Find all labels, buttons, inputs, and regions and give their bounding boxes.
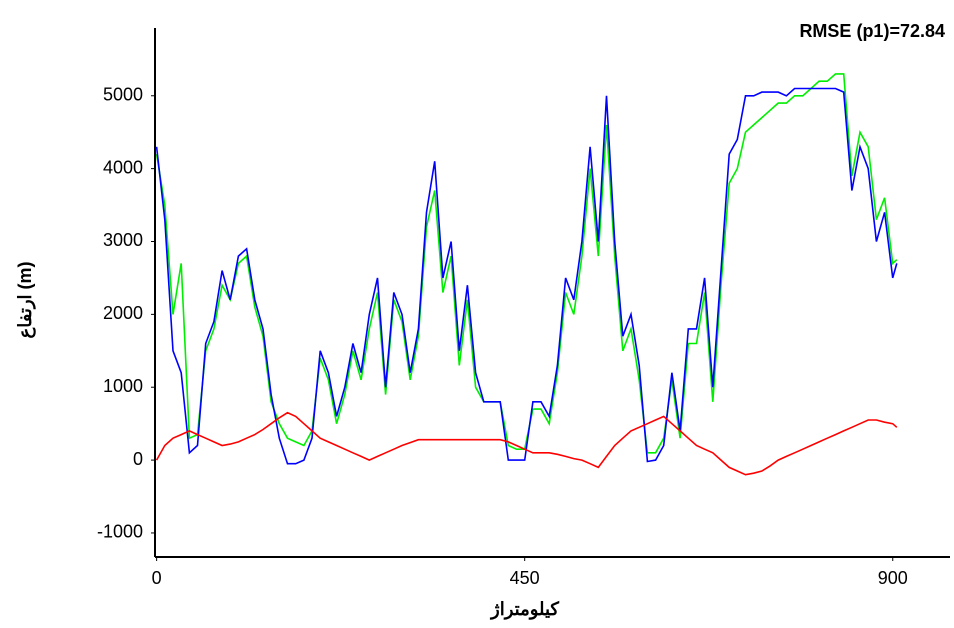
y-tick-label: 0 (133, 449, 143, 469)
y-tick-label: 4000 (103, 157, 143, 177)
data-line (155, 87, 898, 465)
y-tick-label: 5000 (103, 85, 143, 105)
y-tick-label: -1000 (97, 522, 143, 542)
x-tick-label: 0 (152, 568, 162, 588)
x-axis-label: کیلومتراژ (489, 599, 559, 620)
x-tick-label: 900 (878, 568, 908, 588)
x-tick-label: 450 (510, 568, 540, 588)
y-tick-label: 2000 (103, 303, 143, 323)
y-tick-label: 1000 (103, 376, 143, 396)
y-tick-label: 3000 (103, 230, 143, 250)
data-line (155, 411, 898, 476)
y-axis-label: ارتفاع (m) (15, 261, 36, 338)
data-line (155, 73, 898, 454)
chart-title: RMSE (p1)=72.84 (799, 21, 945, 41)
